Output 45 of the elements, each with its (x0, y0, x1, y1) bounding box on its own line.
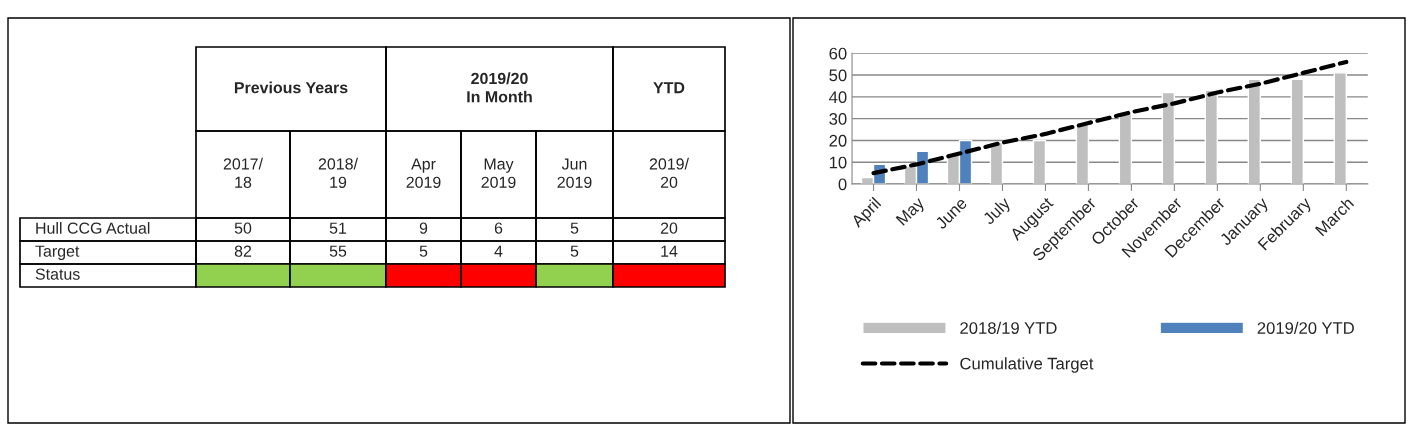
y-tick-label: 60 (829, 47, 847, 60)
data-label: 55 (329, 245, 347, 257)
y-tick-label: 10 (829, 156, 847, 169)
text: 2019/20 In Month (467, 72, 532, 103)
x-tick-label: July (981, 195, 1014, 228)
text: Previous Years (234, 81, 348, 94)
data-label: 5 (570, 245, 579, 257)
bar (1290, 78, 1305, 185)
bar (1204, 89, 1219, 185)
data-label: 6 (494, 222, 503, 234)
data-label: 50 (234, 222, 252, 234)
bar (1075, 122, 1090, 185)
data-label: 82 (234, 245, 252, 257)
bar (1333, 72, 1347, 185)
data-label: 9 (419, 222, 428, 234)
data-label: 20 (660, 222, 678, 234)
legend-label: 2018/19 YTD (960, 321, 1057, 334)
text: YTD (653, 82, 685, 94)
y-tick-label: 50 (829, 69, 847, 82)
bar (1161, 91, 1176, 185)
y-tick-label: Status (35, 268, 80, 280)
x-tick-label: May 2019 (481, 158, 516, 188)
y-tick-label: 30 (829, 113, 847, 125)
x-tick-label: 2017/ 18 (223, 157, 263, 188)
y-tick-label: Hull CCG Actual (36, 222, 150, 234)
legend-label: 2019/20 YTD (1257, 321, 1354, 334)
y-tick-label: 0 (838, 178, 847, 191)
data-label: 14 (661, 245, 678, 257)
y-tick-label: 40 (829, 91, 847, 104)
x-tick-label: Jun 2019 (557, 158, 592, 188)
data-label: 5 (419, 245, 428, 257)
bar (1247, 78, 1262, 185)
line-series (871, 59, 1349, 176)
bar (1118, 111, 1133, 185)
x-tick-label: May (895, 196, 928, 229)
data-label: 4 (494, 245, 503, 257)
x-tick-label: Apr 2019 (406, 158, 441, 188)
x-tick-label: 2018/ 19 (318, 157, 358, 188)
bar (1032, 139, 1047, 185)
y-tick-label: 20 (829, 134, 847, 147)
x-tick-label: 2019/ 20 (649, 157, 689, 188)
y-tick-label: Target (35, 245, 80, 260)
legend-label: Cumulative Target (960, 357, 1094, 373)
data-label: 51 (329, 222, 347, 234)
data-label: 5 (570, 222, 579, 234)
